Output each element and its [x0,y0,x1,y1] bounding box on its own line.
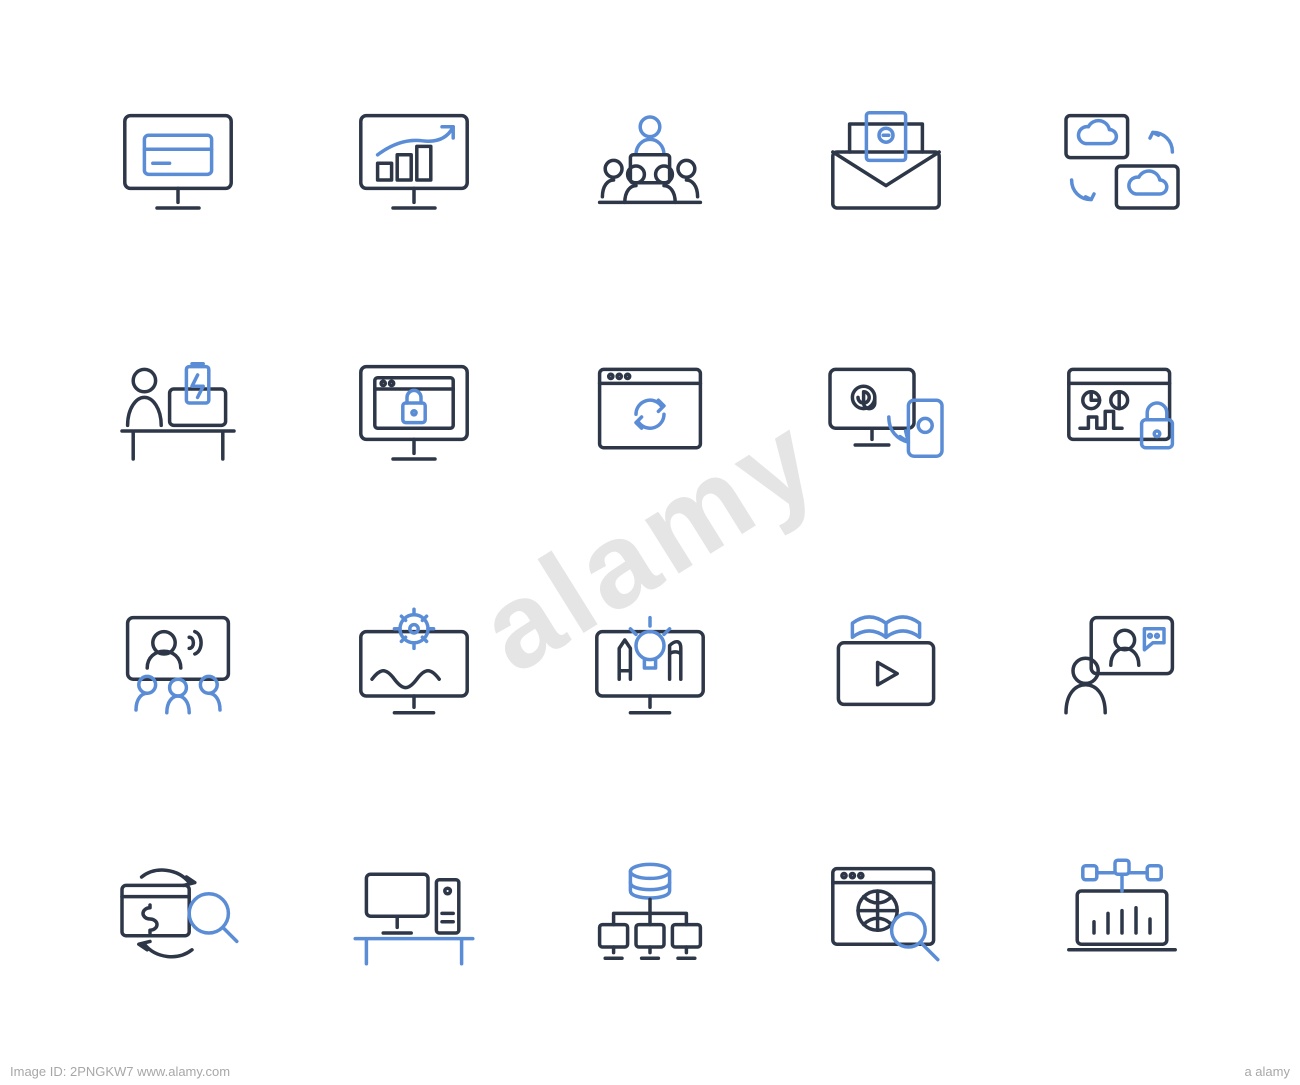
email-payment-icon [768,40,1004,291]
server-network-icon [532,794,768,1045]
video-call-group-icon [60,543,296,794]
money-search-sync-icon [60,794,296,1045]
workstation-desk-icon [296,794,532,1045]
video-book-play-icon [768,543,1004,794]
monitor-gear-chart-icon [296,543,532,794]
dashboard-lock-icon [1004,291,1240,542]
user-at-desk-battery-icon [60,291,296,542]
monitor-credit-card-icon [60,40,296,291]
browser-refresh-icon [532,291,768,542]
footer: Image ID: 2PNGKW7 www.alamy.com a alamy [0,1064,1300,1079]
team-meeting-icon [532,40,768,291]
video-chat-two-icon [1004,543,1240,794]
browser-globe-search-icon [768,794,1004,1045]
footer-left: Image ID: 2PNGKW7 www.alamy.com [10,1064,230,1079]
monitor-idea-tools-icon [532,543,768,794]
cloud-sync-devices-icon [1004,40,1240,291]
laptop-network-chart-icon [1004,794,1240,1045]
footer-right: a alamy [1244,1064,1290,1079]
email-sync-mobile-icon [768,291,1004,542]
monitor-bar-growth-icon [296,40,532,291]
icon-grid [0,0,1300,1085]
monitor-lock-icon [296,291,532,542]
